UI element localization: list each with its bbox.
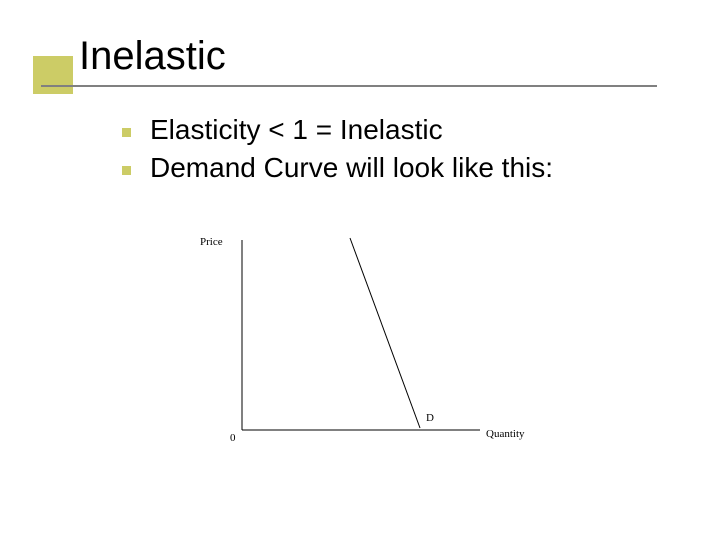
- title-accent-block: [33, 56, 73, 94]
- slide-title: Inelastic: [79, 34, 226, 79]
- demand-chart: Price Quantity 0 D: [200, 230, 530, 460]
- chart-svg: [200, 230, 530, 460]
- slide: { "title": { "text": "Inelastic", "fonts…: [0, 0, 720, 540]
- curve-label: D: [426, 412, 434, 424]
- origin-label: 0: [230, 432, 236, 444]
- bullet-icon: [122, 128, 131, 137]
- title-underline: [41, 85, 657, 87]
- bullet-row-2: Demand Curve will look like this:: [122, 152, 553, 184]
- bullet-text: Elasticity < 1 = Inelastic: [150, 114, 443, 146]
- bullet-icon: [122, 166, 131, 175]
- y-axis-label: Price: [200, 236, 223, 248]
- x-axis-label: Quantity: [486, 428, 525, 440]
- bullet-row-1: Elasticity < 1 = Inelastic: [122, 114, 443, 146]
- bullet-text: Demand Curve will look like this:: [150, 152, 553, 184]
